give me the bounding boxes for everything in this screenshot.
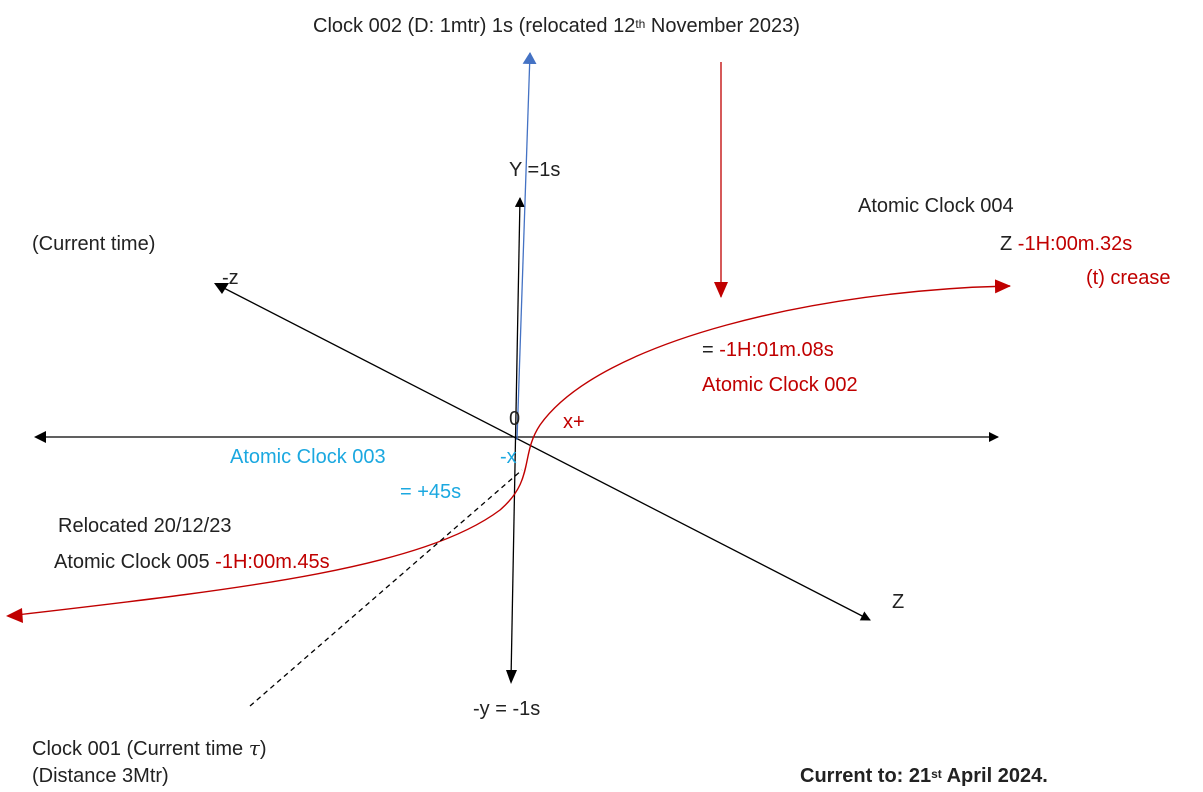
atomic002-value: -1H:01m.08s — [719, 339, 834, 361]
z-axis-label: Z — [892, 591, 905, 613]
clock001-dashed-line — [249, 469, 523, 707]
blue-arrow-line — [516, 52, 537, 441]
current-time-label: (Current time) — [32, 233, 156, 255]
atomic-clock-004-label: Atomic Clock 004 — [858, 195, 1014, 217]
current-to-sup: st — [931, 767, 942, 781]
z-value: -1H:00m.32s — [1017, 233, 1133, 255]
clock002-title-post: November 2023) — [645, 15, 800, 37]
neg-z-label: -z — [222, 267, 239, 289]
z-value-label: Z -1H:00m.32s — [1000, 232, 1132, 256]
z-axis-line — [215, 283, 871, 621]
clock002-title-sup: th — [635, 17, 646, 31]
current-to-post: April 2024. — [941, 765, 1048, 787]
clock001-post: ) — [259, 738, 267, 760]
y-axis-line — [510, 197, 525, 681]
x-axis-left-arrowhead — [34, 431, 46, 443]
y-axis-down-arrowhead — [506, 670, 517, 684]
clock-001-label: Clock 001 (Current time τ) — [32, 736, 267, 761]
clock002-title-pre: Clock 002 (D: 1mtr) 1s (relocated 12 — [313, 15, 636, 37]
atomic-clock-002-label: Atomic Clock 002 — [702, 374, 858, 396]
time-curve — [7, 279, 1011, 617]
z-prefix: Z — [1000, 233, 1018, 255]
tau-symbol: τ — [248, 736, 260, 760]
atomic005-text: Atomic Clock 005 — [54, 551, 216, 573]
eq-prefix: = — [702, 339, 720, 361]
current-to-label: Current to: 21st April 2024. — [800, 764, 1048, 788]
plus-45s-label: = +45s — [400, 481, 462, 503]
x-plus-label: x+ — [563, 411, 585, 433]
neg-y-label: -y = -1s — [473, 698, 541, 720]
clock001-pre: Clock 001 (Current time — [32, 738, 249, 760]
neg-z-arrowhead — [214, 283, 229, 294]
origin-label: 0 — [509, 408, 521, 430]
distance-label: (Distance 3Mtr) — [32, 765, 169, 787]
neg-x-label: -x — [500, 446, 517, 468]
atomic-clock-002-value: = -1H:01m.08s — [702, 338, 834, 362]
relocated-label: Relocated 20/12/23 — [58, 515, 232, 537]
current-to-pre: Current to: 21 — [800, 765, 932, 787]
clock002-title: Clock 002 (D: 1mtr) 1s (relocated 12th N… — [313, 14, 800, 38]
t-crease-label: (t) crease — [1086, 267, 1171, 289]
y-axis-label: Y =1s — [509, 159, 561, 181]
atomic-clock-005-label: Atomic Clock 005 -1H:00m.45s — [54, 550, 330, 574]
atomic005-value: -1H:00m.45s — [215, 551, 330, 573]
time-curve-left-arrowhead — [6, 608, 23, 623]
atomic-clock-003-label: Atomic Clock 003 — [230, 446, 386, 468]
